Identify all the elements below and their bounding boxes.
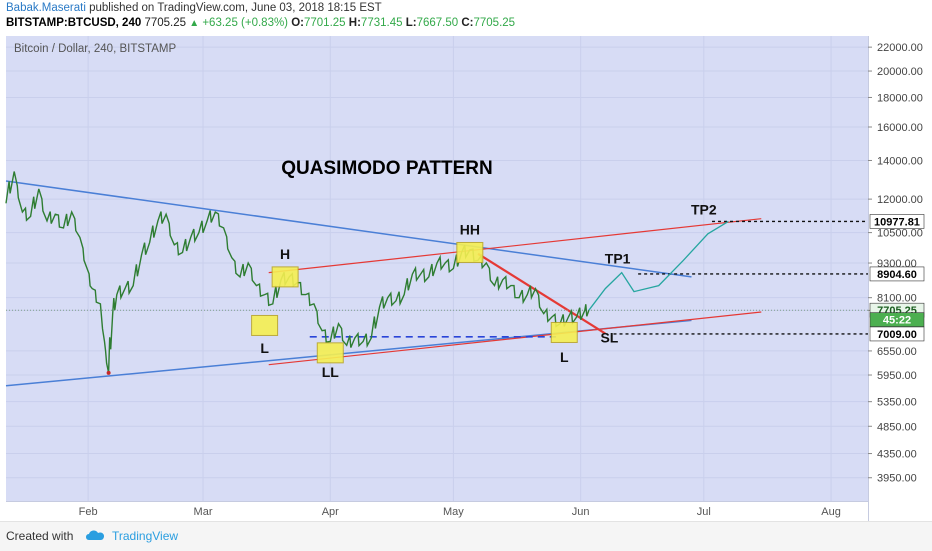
close-label: C: (461, 17, 474, 29)
y-tick-label: 20000.00 (877, 66, 923, 78)
time-axis[interactable] (6, 501, 868, 522)
l2-pivot-box (550, 321, 578, 343)
hh-to-sl-line (477, 252, 606, 335)
tradingview-cloud-icon (86, 530, 105, 540)
upper-trendline (5, 180, 692, 278)
y-tick-label: 3950.00 (877, 473, 917, 485)
y-tick-label: 4850.00 (877, 421, 917, 433)
up-arrow-icon: ▲ (189, 18, 200, 29)
channel-bottom-line (268, 311, 762, 366)
open-label: O: (291, 17, 304, 29)
y-tick-label: 4350.00 (877, 449, 917, 461)
tradingview-brand[interactable]: TradingView (112, 529, 179, 543)
pattern-label-hh: HH (460, 221, 480, 237)
y-tick-label: 5950.00 (877, 370, 917, 382)
level-tag-box (869, 326, 925, 342)
ohlc-line: BITSTAMP:BTCUSD, 240 7705.25 ▲ +63.25 (+… (6, 17, 515, 29)
x-tick-label: Aug (821, 506, 841, 518)
footer-bar: Created with TradingView (0, 521, 932, 551)
chart-legend: Bitcoin / Dollar, 240, BITSTAMP (14, 43, 176, 55)
projection-line (588, 220, 729, 311)
price-change: +63.25 (+0.83%) (202, 17, 289, 29)
pattern-label-tp2: TP2 (691, 202, 717, 218)
high-label: H: (348, 17, 361, 29)
publish-info: published on TradingView.com, June 03, 2… (89, 2, 382, 14)
ll-pivot-box (316, 342, 344, 364)
pattern-label-h: H (280, 246, 290, 262)
y-tick-label: 5350.00 (877, 397, 917, 409)
high-value: 7731.45 (360, 17, 403, 29)
chart-svg: Feb Mar Apr May Jun Jul Aug 22000.00 20000.00 180… (5, 36, 925, 518)
y-tick-label: 22000.00 (877, 42, 923, 54)
level-tag-label: 8904.60 (877, 269, 917, 281)
last-price: 7705.25 (144, 17, 187, 29)
created-with-label: Created with (6, 529, 74, 543)
y-tick-label: 18000.00 (877, 92, 923, 104)
author-link[interactable]: Babak.Maserati (6, 2, 86, 14)
x-tick-label: May (443, 506, 464, 518)
low-spike-marker (106, 370, 111, 375)
x-tick-label: Mar (194, 506, 213, 518)
y-tick-label: 6550.00 (877, 346, 917, 358)
level-tag-label: 10977.81 (874, 216, 920, 228)
channel-top-line (268, 218, 762, 274)
pattern-label-l: L (560, 349, 569, 365)
y-tick-label: 10500.00 (877, 228, 923, 240)
chart-plot-area[interactable] (6, 36, 868, 521)
y-tick-label: 8100.00 (877, 293, 917, 305)
h-pivot-box (271, 266, 299, 288)
low-label: L: (405, 17, 417, 29)
open-value: 7701.25 (304, 17, 346, 29)
x-tick-label: Feb (79, 506, 98, 518)
pattern-label-ll: LL (322, 364, 340, 380)
pattern-label-sl: SL (600, 329, 618, 345)
low-value: 7667.50 (416, 17, 459, 29)
chart-title: QUASIMODO PATTERN (281, 158, 492, 179)
hh-pivot-box (456, 241, 484, 263)
pattern-label-tp1: TP1 (605, 250, 631, 266)
level-tag-box (869, 214, 925, 229)
l-pivot-box (251, 314, 279, 336)
y-tick-label: 14000.00 (877, 155, 923, 167)
level-tag-label: 7009.00 (877, 329, 917, 341)
y-tick-label: 12000.00 (877, 194, 923, 206)
symbol-label: BITSTAMP:BTCUSD, 240 (6, 17, 142, 29)
x-tick-label: Jul (697, 506, 711, 518)
x-tick-label: Apr (322, 506, 339, 518)
pattern-label-l: L (260, 340, 269, 356)
x-tick-label: Jun (572, 506, 590, 518)
close-value: 7705.25 (473, 17, 516, 29)
level-tag-label: 45:22 (883, 315, 911, 327)
publish-line: Babak.Maserati published on TradingView.… (6, 2, 382, 14)
y-tick-label: 16000.00 (877, 122, 923, 134)
level-tag-box (869, 266, 925, 282)
